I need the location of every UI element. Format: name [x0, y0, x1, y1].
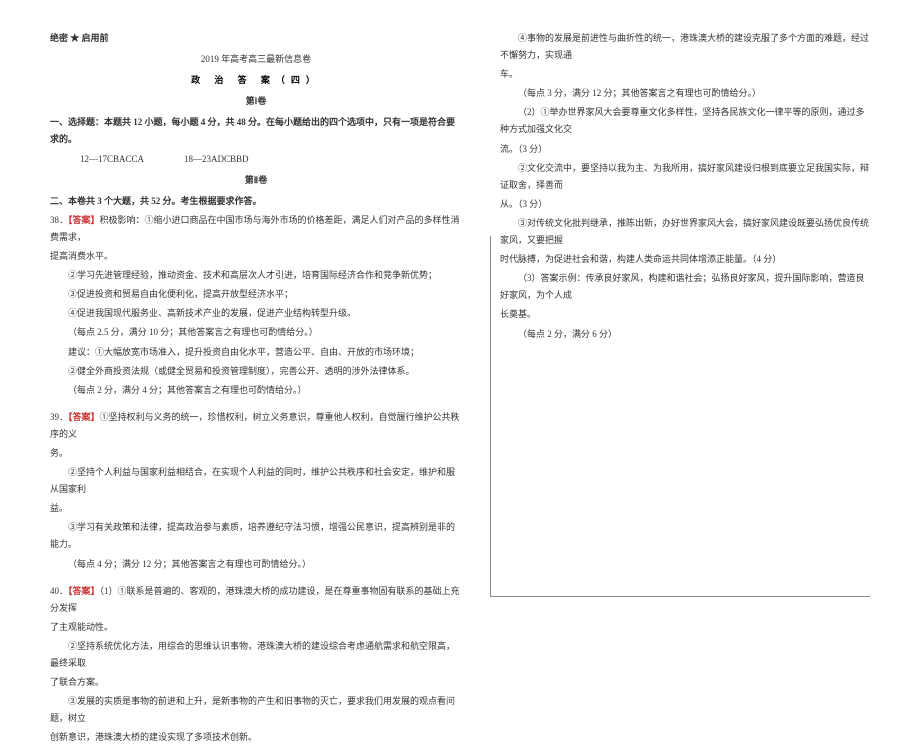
- r-p5: ③对传统文化批判继承，推陈出新，办好世界家风大会，搞好家风建设既要弘扬优良传统家…: [500, 215, 870, 249]
- q38-p3: ③促进投资和贸易自由化便利化，提高开放型经济水平；: [50, 286, 462, 303]
- q39-num: 39．: [50, 412, 68, 422]
- q40-line1: 40．【答案】（1）①联系是普遍的、客观的，港珠澳大桥的成功建设，是在尊重事物固…: [50, 583, 462, 617]
- q38-p4: ④促进我国现代服务业、高新技术产业的发展，促进产业结构转型升级。: [50, 305, 462, 322]
- section2-heading: 二、本卷共 3 个大题，共 52 分。考生根据要求作答。: [50, 193, 462, 210]
- q38-p7: ②健全外商投资法规（或健全贸易和投资管理制度），完善公开、透明的涉外法律体系。: [50, 363, 462, 380]
- answer-label: 【答案】: [68, 412, 100, 422]
- main-title: 2019 年高考高三最新信息卷: [50, 51, 462, 68]
- section1-heading: 一、选择题：本题共 12 小题，每小题 4 分，共 48 分。在每小题给出的四个…: [50, 114, 462, 148]
- r-p7: （每点 2 分，满分 6 分）: [500, 326, 870, 343]
- q39-p3: ③学习有关政策和法律，提高政治参与素质，培养遵纪守法习惯，增强公民意识，提高辨别…: [50, 519, 462, 553]
- q39-line1: 39．【答案】①坚持权利与义务的统一，珍惜权利，树立义务意识，尊重他人权利，自觉…: [50, 409, 462, 443]
- q38-p6: 建议：①大幅放宽市场准入，提升投资自由化水平，营造公平、自由、开放的市场环境；: [50, 344, 462, 361]
- q39-p2b: 益。: [50, 500, 462, 517]
- q38-p2: ②学习先进管理经验，推动资金、技术和高层次人才引进，培育国际经济合作和竞争新优势…: [50, 267, 462, 284]
- mc-run-2: 18—23ADCBBD: [184, 151, 249, 168]
- page: 绝密 ★ 启用前 2019 年高考高三最新信息卷 政 治 答 案（四） 第Ⅰ卷 …: [0, 0, 920, 651]
- r-p1b: 车。: [500, 66, 870, 83]
- q38-p5: （每点 2.5 分，满分 10 分；其他答案言之有理也可酌情给分。）: [50, 324, 462, 341]
- r-p4: ②文化交流中，要坚持以我为主、为我所用，搞好家风建设归根到底要立足我国实际，辩证…: [500, 160, 870, 194]
- q39-p4: （每点 4 分；满分 12 分；其他答案言之有理也可酌情给分。）: [50, 556, 462, 573]
- q39-p1: ①坚持权利与义务的统一，珍惜权利，树立义务意识，尊重他人权利，自觉履行维护公共秩…: [50, 412, 460, 439]
- q40-p3b: 创新意识，港珠澳大桥的建设实现了多项技术创新。: [50, 729, 462, 746]
- r-p6b: 长奠基。: [500, 306, 870, 323]
- q38-p1: 积极影响：①缩小进口商品在中国市场与海外市场的价格差距，满足人们对产品的多样性消…: [50, 215, 460, 242]
- q38-num: 38．: [50, 215, 68, 225]
- q40-num: 40．: [50, 586, 68, 596]
- q38-p8: （每点 2 分，满分 4 分；其他答案言之有理也可酌情给分。）: [50, 382, 462, 399]
- q40-p1: （1）①联系是普遍的、客观的，港珠澳大桥的成功建设，是在尊重事物固有联系的基础上…: [50, 586, 460, 613]
- r-p2: （每点 3 分，满分 12 分；其他答案言之有理也可酌情给分。）: [500, 85, 870, 102]
- r-p6: （3）答案示例：传承良好家风，构建和谐社会；弘扬良好家风，提升国际影响，营造良好…: [500, 270, 870, 304]
- r-p3: （2）①举办世界家风大会要尊重文化多样性，坚持各民族文化一律平等的原则，通过多种…: [500, 104, 870, 138]
- answer-label: 【答案】: [68, 215, 100, 225]
- r-p1: ④事物的发展是前进性与曲折性的统一，港珠澳大桥的建设克服了多个方面的难题，经过不…: [500, 30, 870, 64]
- mc-run-1: 12—17CBACCA: [80, 151, 144, 168]
- part1-label: 第Ⅰ卷: [50, 93, 462, 110]
- answer-label: 【答案】: [68, 586, 100, 596]
- q38-line1: 38．【答案】积极影响：①缩小进口商品在中国市场与海外市场的价格差距，满足人们对…: [50, 212, 462, 246]
- q39-p2: ②坚持个人利益与国家利益相结合，在实现个人利益的同时，维护公共秩序和社会安定，维…: [50, 464, 462, 498]
- q38-p1b: 提高消费水平。: [50, 248, 462, 265]
- q40-p3: ③发展的实质是事物的前进和上升，是新事物的产生和旧事物的灭亡，要求我们用发展的观…: [50, 693, 462, 727]
- q39-p1b: 务。: [50, 445, 462, 462]
- q40-p2b: 了联合方案。: [50, 674, 462, 691]
- r-p5b: 时代脉搏，为促进社会和谐，构建人类命运共同体增添正能量。（4 分）: [500, 251, 870, 268]
- right-column: ④事物的发展是前进性与曲折性的统一，港珠澳大桥的建设克服了多个方面的难题，经过不…: [490, 0, 910, 651]
- q40-p1b: 了主观能动性。: [50, 619, 462, 636]
- r-p4b: 从。（3 分）: [500, 196, 870, 213]
- left-column: 绝密 ★ 启用前 2019 年高考高三最新信息卷 政 治 答 案（四） 第Ⅰ卷 …: [0, 0, 490, 651]
- mc-answers: 12—17CBACCA 18—23ADCBBD: [80, 151, 462, 168]
- subtitle: 政 治 答 案（四）: [50, 72, 462, 89]
- column-divider: [490, 236, 491, 596]
- r-p3b: 流。（3 分）: [500, 141, 870, 158]
- part2-label: 第Ⅱ卷: [50, 172, 462, 189]
- bottom-rule: [490, 596, 870, 597]
- q40-p2: ②坚持系统优化方法，用综合的思维认识事物，港珠澳大桥的建设综合考虑通航需求和航空…: [50, 638, 462, 672]
- classification: 绝密 ★ 启用前: [50, 30, 462, 47]
